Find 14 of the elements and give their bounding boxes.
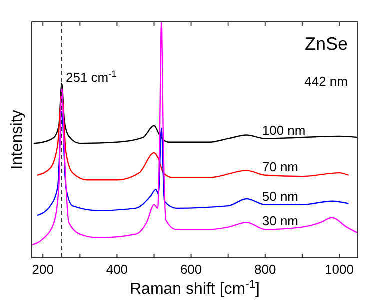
annotation: ZnSe bbox=[304, 34, 348, 54]
series-label: 100 nm bbox=[262, 122, 306, 138]
annotation: 442 nm bbox=[304, 74, 348, 89]
series-label: 30 nm bbox=[262, 214, 299, 229]
x-tick-label: 200 bbox=[32, 262, 54, 277]
x-tick-label: 600 bbox=[180, 262, 202, 277]
x-tick-label: 800 bbox=[254, 262, 276, 277]
series-label: 50 nm bbox=[262, 188, 299, 204]
series-label: 70 nm bbox=[262, 159, 299, 174]
y-axis-title: Intensity bbox=[9, 110, 26, 170]
x-axis-title: Raman shift [cm$^{-1}$] bbox=[130, 279, 260, 298]
x-tick-label: 1000 bbox=[325, 262, 354, 277]
x-tick-label: 400 bbox=[106, 262, 128, 277]
ref-line-label: 251 cm$^{-1}$ bbox=[66, 69, 117, 85]
